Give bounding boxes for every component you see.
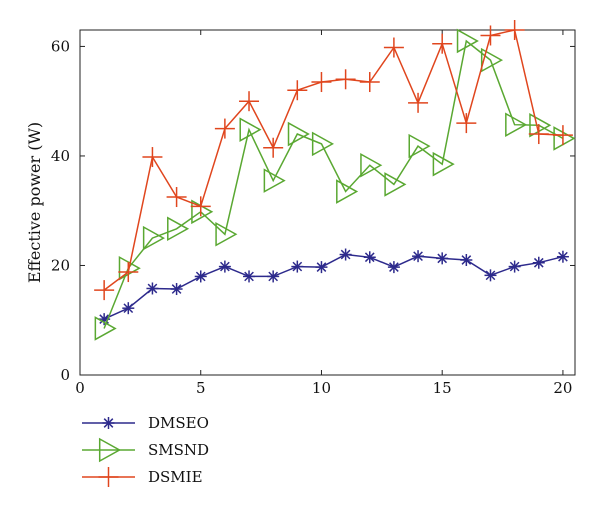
data-point-smsnd	[529, 113, 552, 138]
data-point-dsmie	[504, 20, 525, 40]
data-point-dmseo	[243, 270, 256, 283]
data-point-dmseo	[218, 260, 231, 273]
series-line-dmseo	[103, 253, 564, 320]
data-point-smsnd	[94, 316, 117, 341]
data-point-smsnd	[167, 216, 190, 242]
data-point-dsmie	[335, 69, 356, 90]
data-point-smsnd	[215, 221, 238, 247]
data-point-smsnd	[263, 168, 286, 193]
data-point-dmseo	[146, 282, 159, 295]
data-point-smsnd	[118, 255, 141, 281]
data-point-dmseo	[508, 260, 521, 273]
data-point-dsmie	[239, 91, 260, 112]
series-dmseo	[98, 248, 569, 326]
data-point-smsnd	[408, 133, 431, 159]
legend-label-smsnd: SMSND	[148, 441, 209, 459]
series-dsmie	[94, 20, 573, 301]
data-point-dsmie	[287, 80, 308, 101]
x-tick-label: 15	[433, 379, 452, 397]
data-point-dmseo	[267, 270, 280, 283]
x-tick-label: 0	[75, 379, 85, 397]
data-point-dsmie	[142, 147, 163, 168]
data-point-smsnd	[142, 225, 165, 251]
data-point-dmseo	[387, 261, 400, 274]
legend-label-dsmie: DSMIE	[148, 468, 203, 486]
data-point-dsmie	[263, 137, 284, 158]
legend-marker-smsnd	[98, 437, 122, 463]
data-point-dmseo	[436, 252, 449, 265]
data-point-dsmie	[528, 124, 549, 145]
data-point-smsnd	[432, 151, 455, 177]
series-group	[94, 20, 576, 341]
data-point-dsmie	[94, 280, 115, 301]
data-point-dmseo	[339, 248, 352, 261]
data-point-smsnd	[336, 179, 359, 204]
data-point-dmseo	[122, 302, 135, 315]
data-point-smsnd	[480, 47, 504, 73]
plot-frame-box	[79, 29, 576, 376]
data-point-smsnd	[287, 121, 310, 147]
data-point-smsnd	[384, 172, 407, 197]
legend-item-smsnd: SMSND	[82, 437, 209, 463]
y-tick-label: 60	[51, 37, 70, 55]
data-point-dmseo	[194, 270, 207, 283]
data-point-dsmie	[311, 72, 332, 93]
x-tick-label: 5	[196, 379, 206, 397]
data-point-dsmie	[359, 72, 380, 93]
legend-label-dmseo: DMSEO	[148, 414, 209, 432]
series-line-dsmie	[103, 29, 563, 291]
data-point-smsnd	[505, 112, 528, 138]
y-axis-title: Effective power (W)	[25, 122, 44, 283]
legend-item-dmseo: DMSEO	[82, 414, 209, 432]
data-point-smsnd	[311, 131, 335, 157]
data-point-dsmie	[214, 118, 235, 139]
data-point-dsmie	[383, 37, 404, 58]
x-tick-label: 20	[553, 379, 572, 397]
plot-frame	[79, 29, 576, 376]
data-point-dsmie	[408, 92, 429, 113]
legend-marker-dsmie	[98, 467, 119, 487]
y-tick-label: 40	[51, 147, 70, 165]
x-tick-label: 10	[312, 379, 331, 397]
data-point-dmseo	[556, 250, 569, 263]
data-point-dmseo	[532, 256, 545, 269]
data-point-dmseo	[412, 250, 425, 263]
axis-ticks: 0 5 10 15 20 0 20 40 60	[51, 30, 575, 397]
series-line-smsnd	[103, 39, 564, 329]
y-tick-label: 20	[51, 256, 70, 274]
data-point-dmseo	[363, 251, 376, 264]
data-point-dsmie	[456, 113, 477, 134]
data-point-dsmie	[432, 33, 453, 54]
data-point-dmseo	[484, 269, 497, 282]
y-tick-label: 0	[60, 366, 70, 384]
data-point-dmseo	[460, 254, 473, 266]
data-point-dsmie	[190, 196, 211, 217]
legend-marker-dmseo	[102, 417, 115, 429]
data-point-smsnd	[553, 126, 576, 151]
data-point-smsnd	[360, 152, 383, 178]
data-point-smsnd	[239, 117, 262, 142]
data-point-dsmie	[552, 125, 573, 146]
series-smsnd	[94, 28, 576, 341]
data-point-dsmie	[480, 25, 501, 46]
data-point-dsmie	[166, 187, 187, 208]
data-point-dmseo	[315, 261, 328, 274]
legend: DMSEO SMSND DSMIE	[82, 414, 209, 487]
data-point-dmseo	[291, 260, 304, 273]
data-point-smsnd	[456, 28, 479, 54]
data-point-dmseo	[170, 283, 183, 296]
data-point-dsmie	[118, 262, 139, 283]
legend-item-dsmie: DSMIE	[82, 467, 203, 487]
